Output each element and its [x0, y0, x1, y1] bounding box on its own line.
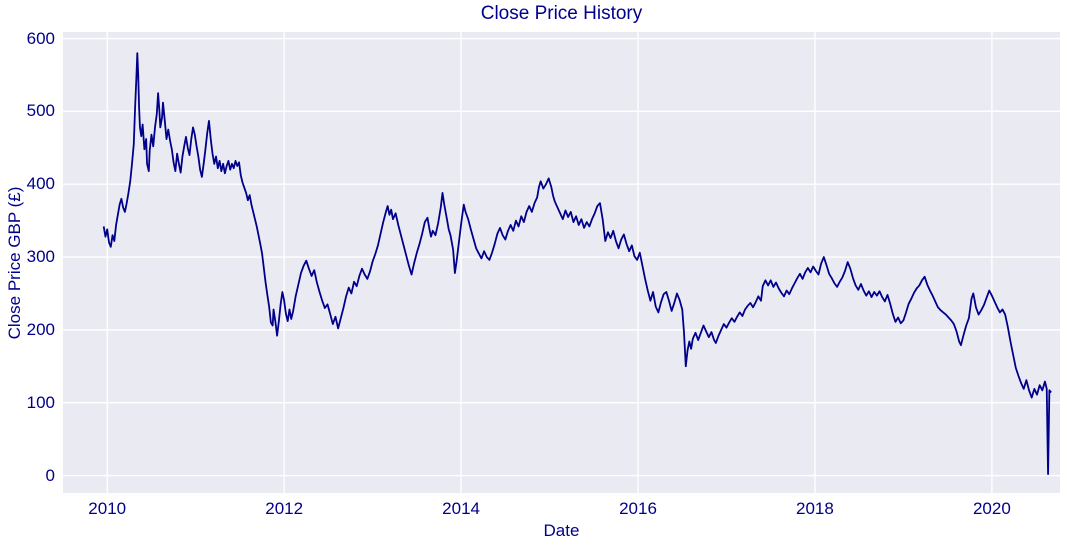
- y-tick-label: 0: [45, 465, 55, 485]
- gridlines: [63, 32, 1060, 493]
- series-close-path: [102, 52, 1052, 475]
- x-tick-label: 2016: [619, 499, 657, 518]
- x-tick-label: 2010: [88, 499, 127, 518]
- y-tick-label: 200: [26, 319, 55, 339]
- y-axis-label: Close Price GBP (£): [5, 186, 24, 340]
- x-tick-label: 2012: [265, 499, 304, 518]
- x-axis-label: Date: [543, 521, 580, 540]
- y-tick-label: 500: [26, 101, 55, 121]
- y-tick-label: 600: [26, 28, 55, 48]
- x-tick-label: 2014: [442, 499, 480, 518]
- x-tick-label: 2018: [796, 499, 834, 518]
- chart-title: Close Price History: [480, 3, 643, 24]
- y-tick-label: 400: [26, 174, 55, 194]
- price-line-series: [102, 52, 1052, 475]
- x-tick-label: 2020: [972, 499, 1011, 518]
- plot-area: [63, 32, 1060, 493]
- y-tick-label: 100: [26, 392, 55, 412]
- y-tick-label: 300: [26, 247, 55, 267]
